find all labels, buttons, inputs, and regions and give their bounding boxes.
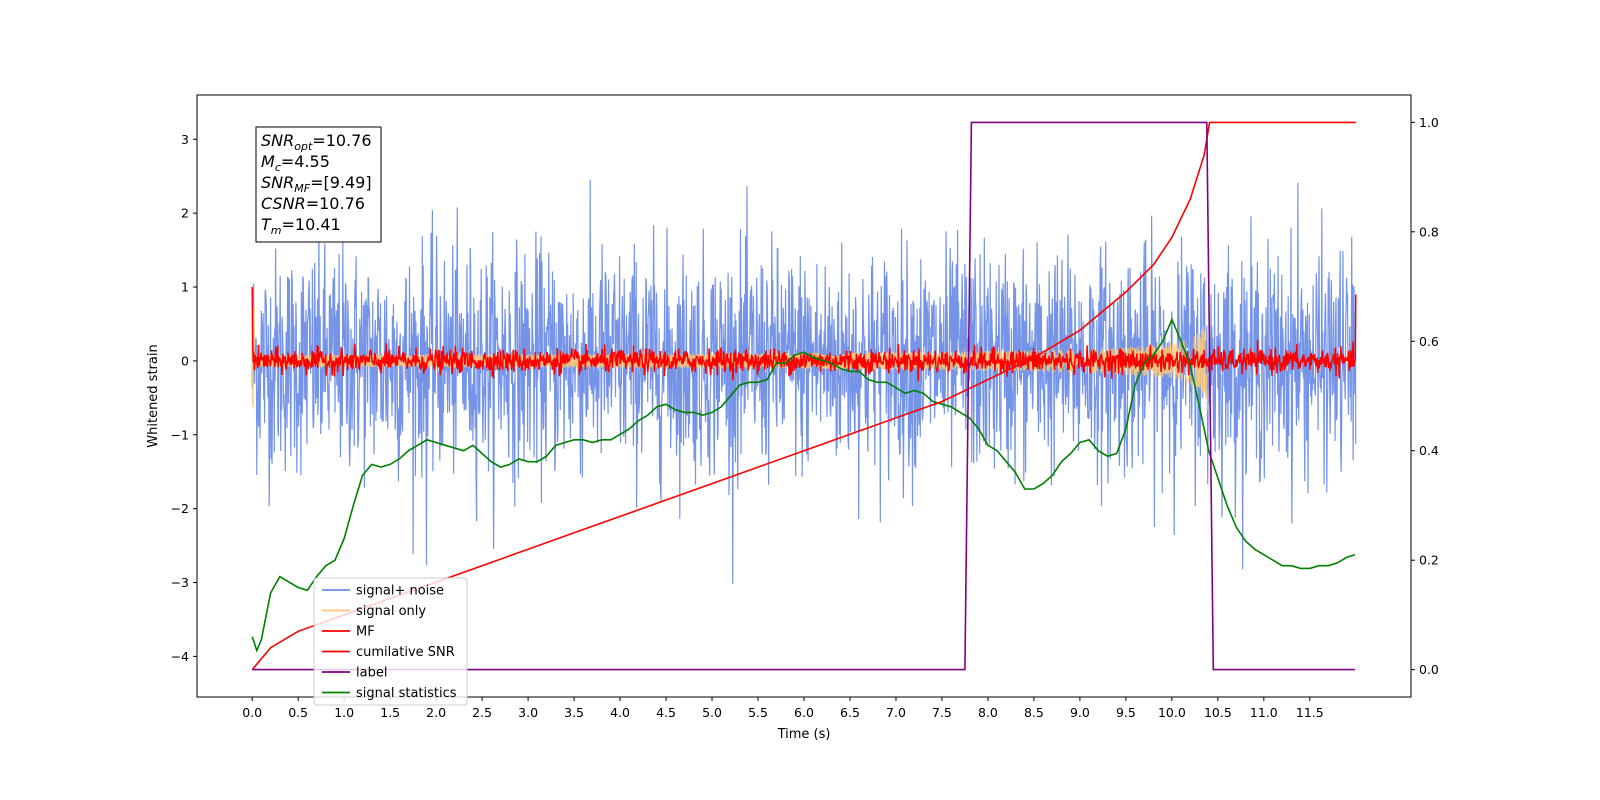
x-tick-label: 7.5	[932, 705, 952, 720]
x-tick-label: 9.5	[1116, 705, 1136, 720]
series-signal-statistics-line	[251, 317, 1356, 653]
x-tick-label: 1.0	[334, 705, 354, 720]
series-label	[252, 121, 1355, 671]
y-left-tick-label: 3	[181, 132, 189, 147]
legend-item: signal statistics	[322, 686, 457, 701]
info-line-mc: Mc=4.55	[261, 152, 330, 174]
legend-label: signal only	[356, 604, 426, 619]
x-tick-label: 9.0	[1070, 705, 1090, 720]
x-tick-label: 11.0	[1250, 705, 1278, 720]
x-tick-label: 7.0	[886, 705, 906, 720]
y-left-tick-label: 0	[181, 353, 189, 368]
x-tick-label: 6.0	[794, 705, 814, 720]
x-tick-label: 2.0	[426, 705, 446, 720]
x-tick-label: 4.0	[610, 705, 630, 720]
x-tick-label: 6.5	[840, 705, 860, 720]
y-right-tick-label: 0.2	[1419, 553, 1439, 568]
y-left-tick-label: −2	[171, 501, 189, 516]
x-tick-label: 0.5	[288, 705, 308, 720]
y-right-tick-label: 0.8	[1419, 224, 1439, 239]
series-label-line	[252, 121, 1355, 671]
info-line-csnr: CSNR=10.76	[261, 194, 365, 213]
legend-item: signal only	[322, 604, 426, 619]
x-tick-label: 3.5	[564, 705, 584, 720]
x-tick-label: 8.0	[978, 705, 998, 720]
x-tick-label: 10.5	[1204, 705, 1232, 720]
series-signal-statistics	[251, 317, 1356, 653]
y-left-tick-label: 1	[181, 280, 189, 295]
info-box: SNRopt=10.76 Mc=4.55 SNRMF=[9.49] CSNR=1…	[255, 126, 382, 243]
info-line-tm: Tm=10.41	[261, 215, 341, 237]
legend-item: MF	[322, 625, 375, 640]
legend-item: signal+ noise	[322, 584, 444, 599]
legend-frame	[313, 577, 468, 706]
x-tick-label: 3.0	[518, 705, 538, 720]
y-left-tick-label: −3	[171, 575, 189, 590]
x-tick-label: 10.0	[1158, 705, 1186, 720]
x-tick-label: 5.5	[748, 705, 768, 720]
y-left-tick-label: 2	[181, 206, 189, 221]
x-tick-label: 11.5	[1296, 705, 1324, 720]
legend-item: cumilative SNR	[322, 645, 455, 660]
info-line-snr-opt: SNRopt=10.76	[261, 131, 372, 153]
y-right-tick-label: 1.0	[1419, 115, 1439, 130]
x-tick-label: 8.5	[1024, 705, 1044, 720]
y-axis-label: Whitened strain	[146, 344, 161, 447]
axis-ticks: 0.0 0.5 1.0 1.5 2.0 2.5 3.0 3.5 4.0 4.5 5.0 5.5 6.0 6…	[171, 115, 1439, 720]
info-box-frame	[255, 126, 382, 243]
legend-label: cumilative SNR	[356, 645, 455, 660]
x-tick-label: 2.5	[472, 705, 492, 720]
y-right-tick-label: 0.6	[1419, 334, 1439, 349]
y-right-tick-label: 0.0	[1419, 662, 1439, 677]
legend-label: MF	[356, 625, 375, 640]
legend-label: signal statistics	[356, 686, 457, 701]
legend-label: signal+ noise	[356, 584, 444, 599]
info-line-snr-mf: SNRMF=[9.49]	[261, 173, 372, 195]
x-tick-label: 4.5	[656, 705, 676, 720]
y-left-tick-label: −1	[171, 427, 189, 442]
series-mf	[251, 286, 1357, 381]
legend: signal+ noise signal only MF cumilative SNR…	[313, 577, 468, 706]
y-left-tick-label: −4	[171, 649, 189, 664]
x-tick-label: 5.0	[702, 705, 722, 720]
x-axis-label: Time (s)	[777, 727, 831, 742]
x-tick-label: 1.5	[380, 705, 400, 720]
y-right-tick-label: 0.4	[1419, 443, 1439, 458]
legend-label: label	[356, 666, 387, 681]
legend-item: label	[322, 666, 387, 681]
x-tick-label: 0.0	[242, 705, 262, 720]
